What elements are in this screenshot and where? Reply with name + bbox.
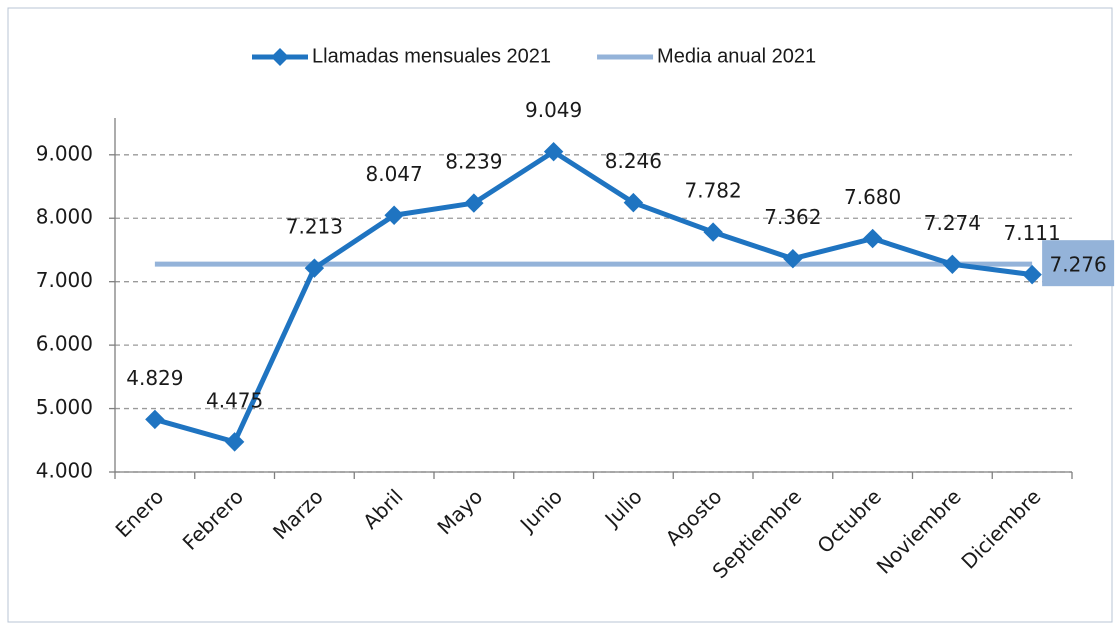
data-label: 9.049: [525, 98, 582, 122]
data-marker: [783, 249, 803, 269]
y-tick-label: 7.000: [36, 268, 93, 292]
data-marker: [464, 193, 484, 213]
data-marker: [1022, 264, 1042, 285]
data-label: 7.276: [1049, 253, 1106, 277]
y-tick-label: 6.000: [36, 332, 93, 356]
data-label: 4.475: [206, 388, 263, 412]
data-marker: [224, 432, 245, 452]
data-label-box: [1042, 240, 1115, 287]
data-label: 4.829: [126, 366, 183, 390]
data-marker: [703, 222, 723, 242]
data-marker: [942, 254, 963, 275]
data-label: 7.782: [684, 179, 741, 203]
data-label: 7.680: [844, 185, 901, 209]
data-marker: [543, 141, 564, 162]
data-label: 8.239: [445, 150, 502, 174]
y-tick-label: 8.000: [36, 205, 93, 229]
legend-marker: [271, 48, 289, 66]
data-label: 8.246: [605, 149, 662, 173]
legend-label: Llamadas mensuales 2021: [312, 45, 551, 67]
legend-label: Media anual 2021: [657, 45, 816, 67]
y-tick-label: 5.000: [36, 395, 93, 419]
y-tick-label: 4.000: [36, 459, 93, 483]
data-label: 7.213: [286, 215, 343, 239]
data-marker: [145, 409, 165, 430]
y-tick-label: 9.000: [36, 141, 93, 165]
data-label: 7.274: [924, 211, 981, 235]
data-marker: [623, 192, 644, 213]
data-label: 7.362: [764, 205, 821, 229]
data-marker: [384, 205, 404, 225]
chart-frame: [7, 7, 1113, 623]
data-marker: [862, 228, 883, 249]
data-label: 8.047: [365, 162, 422, 186]
data-line: [154, 149, 1033, 445]
data-marker: [304, 258, 325, 278]
